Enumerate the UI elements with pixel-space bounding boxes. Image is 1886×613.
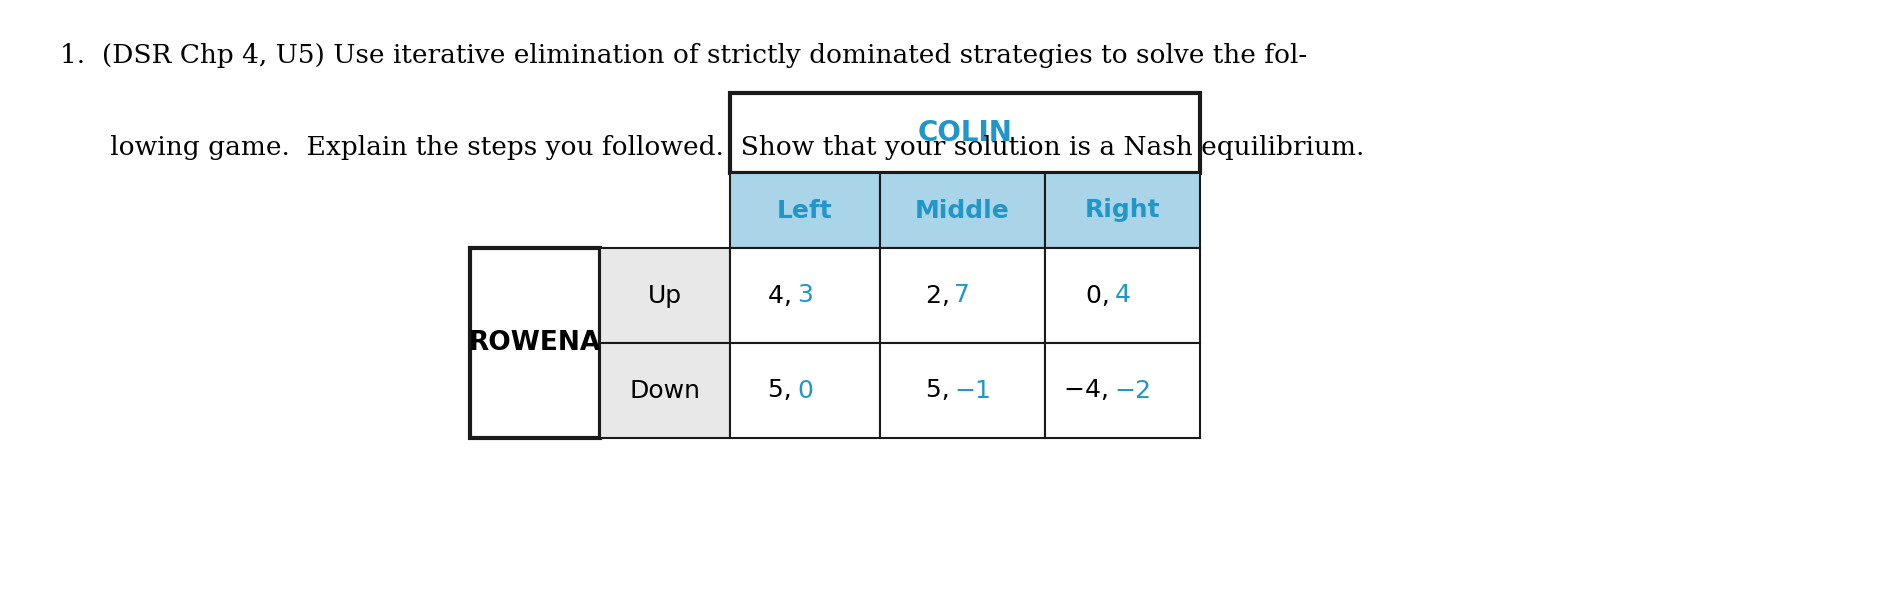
- Bar: [881, 248, 1045, 343]
- Bar: [881, 343, 1045, 438]
- Text: 2,: 2,: [926, 283, 954, 308]
- Text: ROWENA: ROWENA: [470, 330, 602, 356]
- Text: Middle: Middle: [915, 199, 1009, 223]
- Bar: [881, 173, 1045, 248]
- Text: 4: 4: [1115, 283, 1130, 308]
- Bar: [600, 343, 730, 438]
- Text: 5,: 5,: [768, 378, 798, 403]
- Bar: [730, 93, 1199, 173]
- Bar: [600, 248, 730, 343]
- Text: Down: Down: [630, 378, 700, 403]
- Text: 7: 7: [954, 283, 971, 308]
- Text: 0,: 0,: [1086, 283, 1115, 308]
- Bar: [730, 343, 881, 438]
- Text: lowing game.  Explain the steps you followed.  Show that your solution is a Nash: lowing game. Explain the steps you follo…: [60, 135, 1365, 160]
- Bar: [730, 173, 881, 248]
- Text: −4,: −4,: [1064, 378, 1115, 403]
- Bar: [1045, 173, 1199, 248]
- Bar: [1045, 248, 1199, 343]
- Bar: [730, 248, 881, 343]
- Text: 5,: 5,: [926, 378, 954, 403]
- Text: −1: −1: [954, 378, 992, 403]
- Text: 1.  (DSR Chp 4, U5) Use iterative elimination of strictly dominated strategies t: 1. (DSR Chp 4, U5) Use iterative elimina…: [60, 43, 1307, 68]
- Text: 0: 0: [798, 378, 813, 403]
- Text: Up: Up: [649, 283, 683, 308]
- Text: Right: Right: [1084, 199, 1160, 223]
- Text: COLIN: COLIN: [918, 119, 1013, 147]
- Text: −2: −2: [1115, 378, 1152, 403]
- Text: 4,: 4,: [768, 283, 798, 308]
- Text: Left: Left: [777, 199, 834, 223]
- Text: 3: 3: [798, 283, 813, 308]
- Bar: [1045, 343, 1199, 438]
- Bar: [470, 248, 600, 438]
